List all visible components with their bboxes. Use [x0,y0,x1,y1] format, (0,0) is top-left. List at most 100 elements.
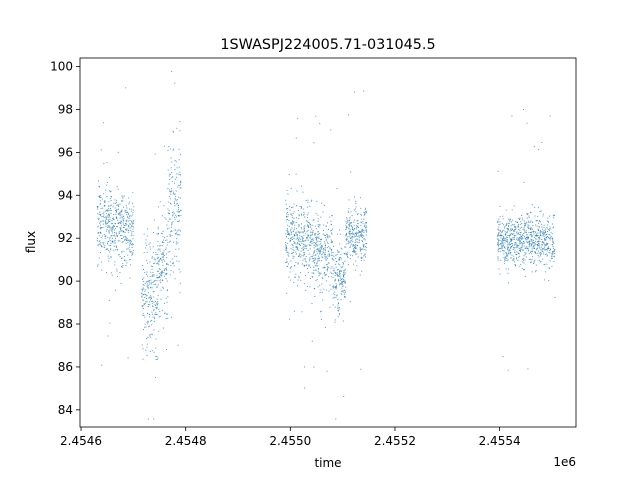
data-point [505,256,507,258]
data-point [287,233,289,235]
data-point [166,301,168,303]
data-point [156,287,158,288]
data-point [161,256,163,258]
data-point [107,243,109,245]
data-point [131,233,133,235]
data-point [310,234,312,236]
data-point [329,216,331,218]
data-point [295,251,297,253]
data-point [334,287,336,289]
data-point [156,304,158,306]
data-point [131,222,133,224]
data-point [514,229,515,231]
data-point [303,230,305,232]
data-point [167,317,169,319]
data-point [116,270,118,272]
data-point [307,235,309,237]
data-point [528,215,530,217]
data-point [176,234,178,236]
data-point [356,232,358,234]
data-point [363,246,364,247]
data-point [539,211,541,212]
data-point [345,239,347,241]
data-point [105,216,107,218]
data-point [159,269,161,270]
data-point [287,251,289,253]
data-point [334,321,336,323]
data-point [554,252,556,254]
data-point [330,239,332,241]
data-point [499,234,501,236]
data-point [286,216,287,218]
data-point [514,221,516,223]
data-point [287,254,289,256]
data-point [551,237,553,239]
data-point [151,305,153,307]
data-point [125,221,127,223]
data-point [324,275,326,277]
data-point [175,216,177,218]
data-point [146,259,148,261]
data-point [512,229,513,231]
data-point [507,250,509,252]
data-point [167,149,169,151]
data-point [110,242,112,244]
data-point [288,226,290,228]
data-point [322,299,324,301]
data-point [163,258,165,260]
data-point [175,233,177,235]
data-point [132,230,134,232]
data-point [501,223,503,224]
data-point [116,268,118,270]
data-point [309,244,311,246]
data-point [159,276,161,278]
data-point [539,247,541,249]
data-point [123,256,125,257]
data-point [179,187,181,189]
data-point [127,254,129,256]
data-point [107,221,109,223]
data-point [499,273,501,275]
data-point [151,283,153,285]
data-point [546,224,548,226]
data-point [312,231,314,233]
data-point [171,172,173,173]
data-point [115,217,117,219]
data-point [324,253,326,255]
data-point [519,240,521,242]
data-point [353,249,355,251]
data-point [153,280,155,282]
data-point [317,224,319,226]
data-point [293,282,295,283]
data-point [344,260,346,262]
data-point [120,221,122,223]
data-point [353,251,355,252]
data-point [112,226,114,228]
data-point [551,233,553,235]
data-point [166,263,168,264]
data-point [346,232,347,234]
data-point [315,244,317,245]
data-point [323,230,324,232]
data-point [114,223,116,225]
data-point [514,238,516,240]
data-point [518,218,520,220]
data-point [97,225,99,227]
data-point [160,271,162,273]
data-point [119,272,121,273]
data-point [320,311,322,313]
data-point [300,227,302,229]
data-point [345,252,347,254]
data-point [325,240,327,242]
data-point [504,258,505,260]
data-point [169,191,171,193]
data-point [336,285,337,287]
data-point [146,235,148,237]
data-point [538,245,540,247]
data-point [176,260,178,262]
y-tick-label: 96 [58,145,73,159]
data-point [332,287,334,289]
data-point [166,244,168,246]
data-point [155,259,157,261]
data-point [549,115,551,117]
